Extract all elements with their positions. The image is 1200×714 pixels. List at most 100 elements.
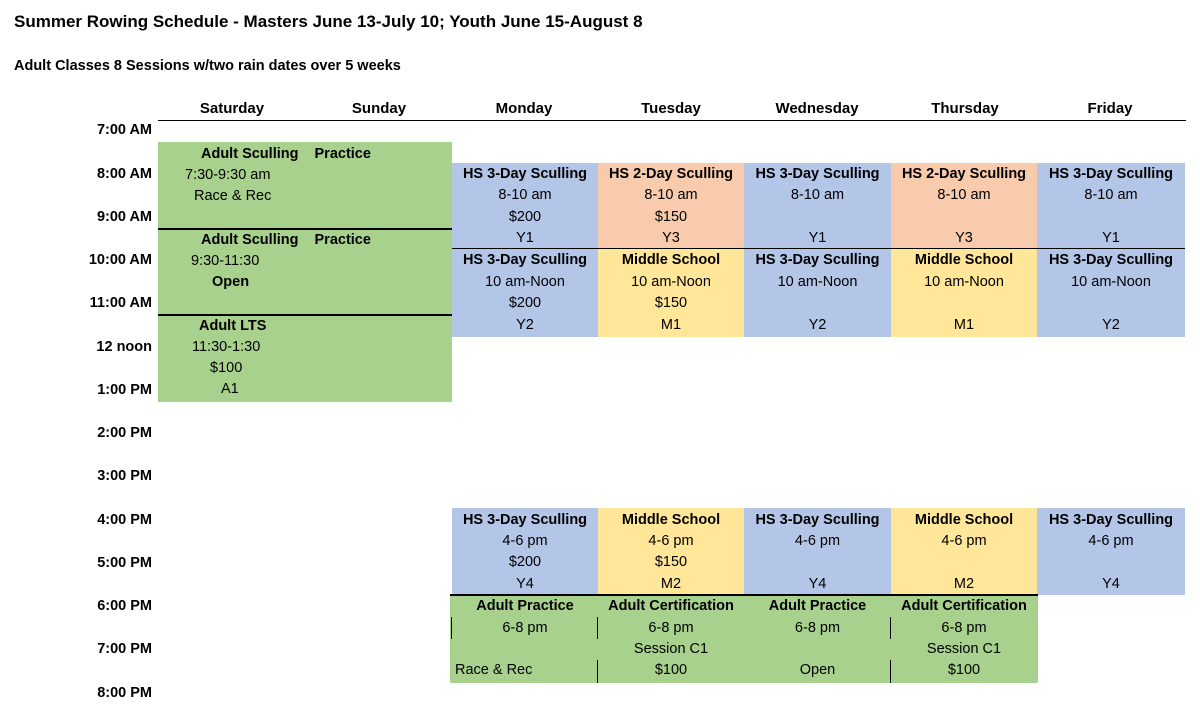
column-divider (890, 660, 891, 683)
class-code: Y1 (516, 230, 534, 246)
class-tag: Practice (314, 232, 371, 248)
class-title: HS 3-Day Sculling (1048, 252, 1174, 268)
class-tuesday-4pm: Middle School 4-6 pm $150 M2 (598, 508, 744, 595)
class-title: HS 3-Day Sculling (462, 252, 588, 268)
page-subtitle: Adult Classes 8 Sessions w/two rain date… (14, 58, 401, 74)
class-monday-8am: HS 3-Day Sculling 8-10 am $200 Y1 (452, 163, 598, 249)
class-monday-6pm: Adult Practice 6-8 pm Race & Rec (452, 595, 598, 683)
time-label: 3:00 PM (97, 468, 152, 484)
day-header-monday: Monday (495, 100, 553, 117)
class-title: Adult Sculling Practice (158, 144, 452, 165)
header-rule (158, 120, 1186, 121)
class-thursday-10am: Middle School 10 am-Noon M1 (891, 249, 1037, 337)
day-header-tuesday: Tuesday (641, 100, 701, 117)
class-price: $200 (508, 209, 542, 225)
class-time: 4-6 pm (1088, 533, 1134, 549)
class-time: 6-8 pm (648, 620, 694, 636)
class-time: 6-8 pm (941, 620, 987, 636)
class-thursday-8am: HS 2-Day Sculling 8-10 am Y3 (891, 163, 1037, 249)
class-code: Y4 (516, 576, 534, 592)
class-title: HS 3-Day Sculling (1048, 166, 1174, 182)
class-time: 8-10 am (1084, 187, 1138, 203)
time-label: 5:00 PM (97, 555, 152, 571)
class-price: $100 (947, 662, 981, 678)
class-time: 10 am-Noon (485, 274, 565, 290)
time-label: 11:00 AM (89, 295, 152, 311)
class-code: M2 (660, 576, 682, 592)
time-label: 4:00 PM (97, 512, 152, 528)
block-separator (450, 594, 1038, 596)
class-friday-4pm: HS 3-Day Sculling 4-6 pm Y4 (1037, 508, 1185, 595)
class-wednesday-10am: HS 3-Day Sculling 10 am-Noon Y2 (744, 249, 891, 337)
time-label: 9:00 AM (96, 209, 152, 225)
class-thursday-6pm: Adult Certification 6-8 pm Session C1 $1… (891, 595, 1037, 683)
class-note: Race & Rec (455, 662, 533, 678)
class-time: 4-6 pm (794, 533, 841, 549)
class-code: M1 (660, 317, 682, 333)
class-note: Open (212, 274, 250, 290)
weekend-adult-block: Adult Sculling Practice 7:30-9:30 am Rac… (158, 142, 452, 402)
column-divider (890, 617, 891, 639)
class-code: M1 (953, 317, 975, 333)
class-tuesday-8am: HS 2-Day Sculling 8-10 am $150 Y3 (598, 163, 744, 249)
class-friday-8am: HS 3-Day Sculling 8-10 am Y1 (1037, 163, 1185, 249)
class-tag: Practice (314, 146, 371, 162)
class-time: 8-10 am (937, 187, 991, 203)
class-time: 8-10 am (498, 187, 552, 203)
time-label: 2:00 PM (97, 425, 152, 441)
class-monday-10am: HS 3-Day Sculling 10 am-Noon $200 Y2 (452, 249, 598, 337)
class-monday-4pm: HS 3-Day Sculling 4-6 pm $200 Y4 (452, 508, 598, 595)
class-title: Middle School (621, 252, 721, 268)
time-label: 8:00 AM (96, 166, 152, 182)
time-label: 10:00 AM (88, 252, 152, 268)
class-wednesday-6pm: Adult Practice 6-8 pm Open (744, 595, 891, 683)
class-title: HS 3-Day Sculling (462, 512, 588, 528)
class-title: HS 3-Day Sculling (755, 252, 880, 268)
class-time: 10 am-Noon (1071, 274, 1151, 290)
class-title: HS 3-Day Sculling (755, 512, 880, 528)
class-time: 6-8 pm (794, 620, 841, 636)
class-code: Y2 (516, 317, 534, 333)
class-title: Adult Practice (768, 598, 867, 614)
class-time: 6-8 pm (502, 620, 548, 636)
class-time: 4-6 pm (648, 533, 694, 549)
class-time: 9:30-11:30 (191, 253, 260, 269)
class-title: Adult Certification (608, 598, 734, 614)
class-time: 7:30-9:30 am (185, 167, 271, 183)
day-header-saturday: Saturday (199, 100, 265, 117)
time-label: 8:00 PM (97, 685, 152, 701)
page-title: Summer Rowing Schedule - Masters June 13… (14, 12, 643, 31)
class-price: $200 (508, 295, 542, 311)
class-time: 10 am-Noon (924, 274, 1004, 290)
class-code: Y1 (808, 230, 827, 246)
day-header-thursday: Thursday (931, 100, 999, 117)
class-code: Y1 (1102, 230, 1120, 246)
block-separator (158, 314, 452, 316)
class-title: Middle School (621, 512, 721, 528)
day-header-friday: Friday (1087, 100, 1133, 117)
column-divider (451, 617, 452, 639)
class-time: 10 am-Noon (631, 274, 711, 290)
class-title: HS 2-Day Sculling (901, 166, 1027, 182)
class-code: M2 (953, 576, 975, 592)
block-separator (452, 248, 1185, 249)
class-wednesday-8am: HS 3-Day Sculling 8-10 am Y1 (744, 163, 891, 249)
class-title: HS 2-Day Sculling (608, 166, 734, 182)
column-divider (597, 617, 598, 639)
class-title: Middle School (914, 512, 1014, 528)
class-price: $100 (210, 360, 243, 376)
class-code: Y3 (662, 230, 680, 246)
class-title: HS 3-Day Sculling (1048, 512, 1174, 528)
time-label: 7:00 PM (97, 641, 152, 657)
class-price: $100 (654, 662, 688, 678)
day-header-wednesday: Wednesday (775, 100, 859, 117)
class-code: Y2 (1102, 317, 1120, 333)
class-title: Adult LTS (199, 318, 267, 334)
class-time: 8-10 am (644, 187, 698, 203)
evening-adult-block (450, 595, 1038, 683)
class-price: $150 (654, 554, 688, 570)
class-thursday-4pm: Middle School 4-6 pm M2 (891, 508, 1037, 595)
class-title-text: Adult Sculling (201, 232, 299, 248)
class-title: HS 3-Day Sculling (462, 166, 588, 182)
